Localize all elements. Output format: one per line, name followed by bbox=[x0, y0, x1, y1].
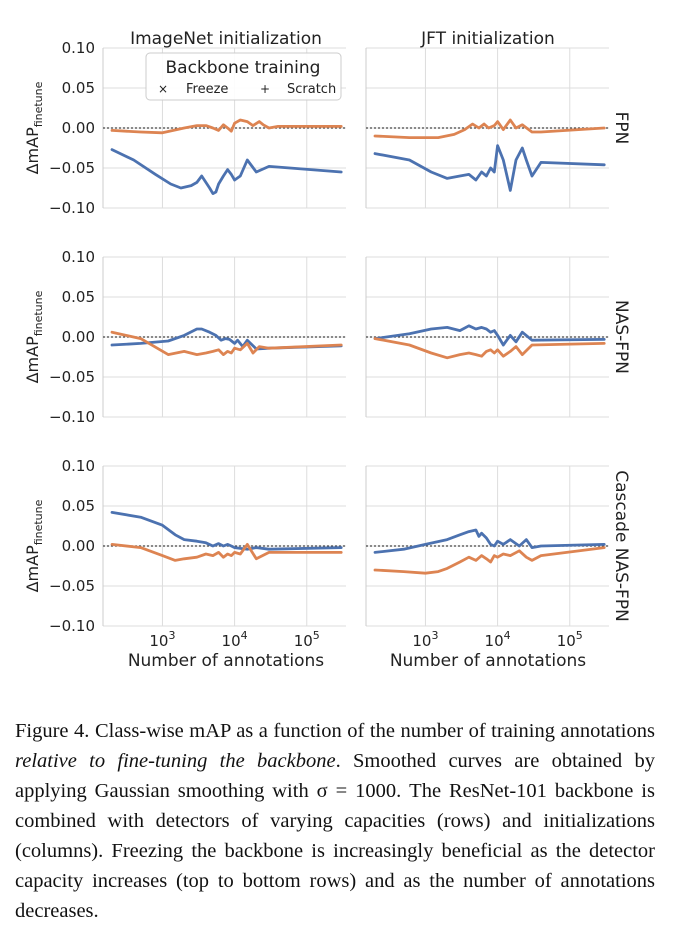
series-line-freeze bbox=[110, 327, 343, 351]
y-tick-label: 0.00 bbox=[62, 537, 95, 555]
column-title-imagenet: ImageNet initialization bbox=[130, 29, 322, 49]
legend-scratch-marker-icon: + bbox=[260, 82, 270, 96]
series-line-freeze bbox=[373, 528, 606, 554]
legend-title: Backbone training bbox=[166, 58, 321, 78]
series-line-scratch bbox=[110, 330, 343, 357]
x-axis-label-left: Number of annotations bbox=[128, 651, 324, 671]
y-tick-label: 0.00 bbox=[62, 328, 95, 346]
y-tick-label: 0.10 bbox=[62, 39, 95, 57]
x-axis-label-right: Number of annotations bbox=[390, 651, 586, 671]
y-tick-label: −0.05 bbox=[49, 159, 95, 177]
caption-label: Figure 4. bbox=[15, 720, 90, 742]
series-line-scratch bbox=[373, 337, 606, 360]
series-line-freeze bbox=[373, 144, 606, 192]
y-tick-label: 0.05 bbox=[62, 497, 95, 515]
x-tick-label: 105 bbox=[557, 629, 583, 650]
x-tick-label: 103 bbox=[149, 629, 175, 650]
legend-box bbox=[145, 52, 342, 101]
x-tick-label: 104 bbox=[485, 629, 511, 650]
series-line-scratch bbox=[373, 118, 606, 140]
panel-3-1: −0.10 −0.05 0.00 0.05 0.10 103 104 105 bbox=[49, 457, 346, 650]
x-tick-label: 105 bbox=[294, 629, 320, 650]
series-line-scratch bbox=[110, 543, 343, 562]
figure-caption: Figure 4. Class-wise mAP as a function o… bbox=[15, 716, 655, 926]
series-line-freeze bbox=[110, 148, 343, 196]
row-label-cascade-nas-fpn: Cascade NAS-FPN bbox=[611, 470, 631, 622]
y-tick-label: −0.10 bbox=[49, 199, 95, 217]
panels: −0.10 −0.05 0.00 0.05 0.10 −0.10 −0.05 0.00 0.05… bbox=[49, 39, 609, 650]
series-line-scratch bbox=[373, 546, 606, 575]
y-tick-label: −0.10 bbox=[49, 617, 95, 635]
panel-2-2 bbox=[365, 256, 609, 418]
y-tick-label: 0.00 bbox=[62, 119, 95, 137]
series-line-scratch bbox=[110, 118, 343, 135]
panel-1-2 bbox=[365, 47, 609, 209]
y-tick-label: 0.10 bbox=[62, 248, 95, 266]
panel-3-2: 103 104 105 bbox=[365, 465, 609, 650]
caption-emphasis: relative to fine-tuning the backbone bbox=[15, 750, 336, 772]
series-line-freeze bbox=[373, 324, 606, 347]
x-tick-label: 104 bbox=[222, 629, 248, 650]
figure-grid: ImageNet initialization JFT initializati… bbox=[23, 29, 631, 671]
legend-scratch-label: Scratch bbox=[287, 82, 336, 97]
y-tick-label: −0.10 bbox=[49, 408, 95, 426]
legend-freeze-label: Freeze bbox=[186, 82, 228, 97]
y-axis-label-row-3: ΔmAPfinetune bbox=[23, 499, 45, 592]
row-label-fpn: FPN bbox=[611, 112, 631, 145]
y-tick-label: −0.05 bbox=[49, 368, 95, 386]
caption-text-after: . Smoothed curves are obtained by applyi… bbox=[15, 750, 655, 922]
y-axis-label-row-1: ΔmAPfinetune bbox=[23, 81, 45, 174]
y-tick-label: 0.05 bbox=[62, 288, 95, 306]
y-axis-label-row-2: ΔmAPfinetune bbox=[23, 290, 45, 383]
legend-freeze-marker-icon: × bbox=[158, 82, 168, 96]
caption-text-before: Class-wise mAP as a function of the numb… bbox=[89, 720, 655, 742]
panel-2-1: −0.10 −0.05 0.00 0.05 0.10 bbox=[49, 248, 346, 426]
legend: Backbone training × Freeze + Scratch bbox=[145, 52, 342, 101]
y-tick-label: −0.05 bbox=[49, 577, 95, 595]
y-tick-label: 0.05 bbox=[62, 79, 95, 97]
y-tick-label: 0.10 bbox=[62, 457, 95, 475]
column-title-jft: JFT initialization bbox=[420, 29, 555, 49]
x-tick-label: 103 bbox=[412, 629, 438, 650]
row-label-nas-fpn: NAS-FPN bbox=[611, 300, 631, 374]
